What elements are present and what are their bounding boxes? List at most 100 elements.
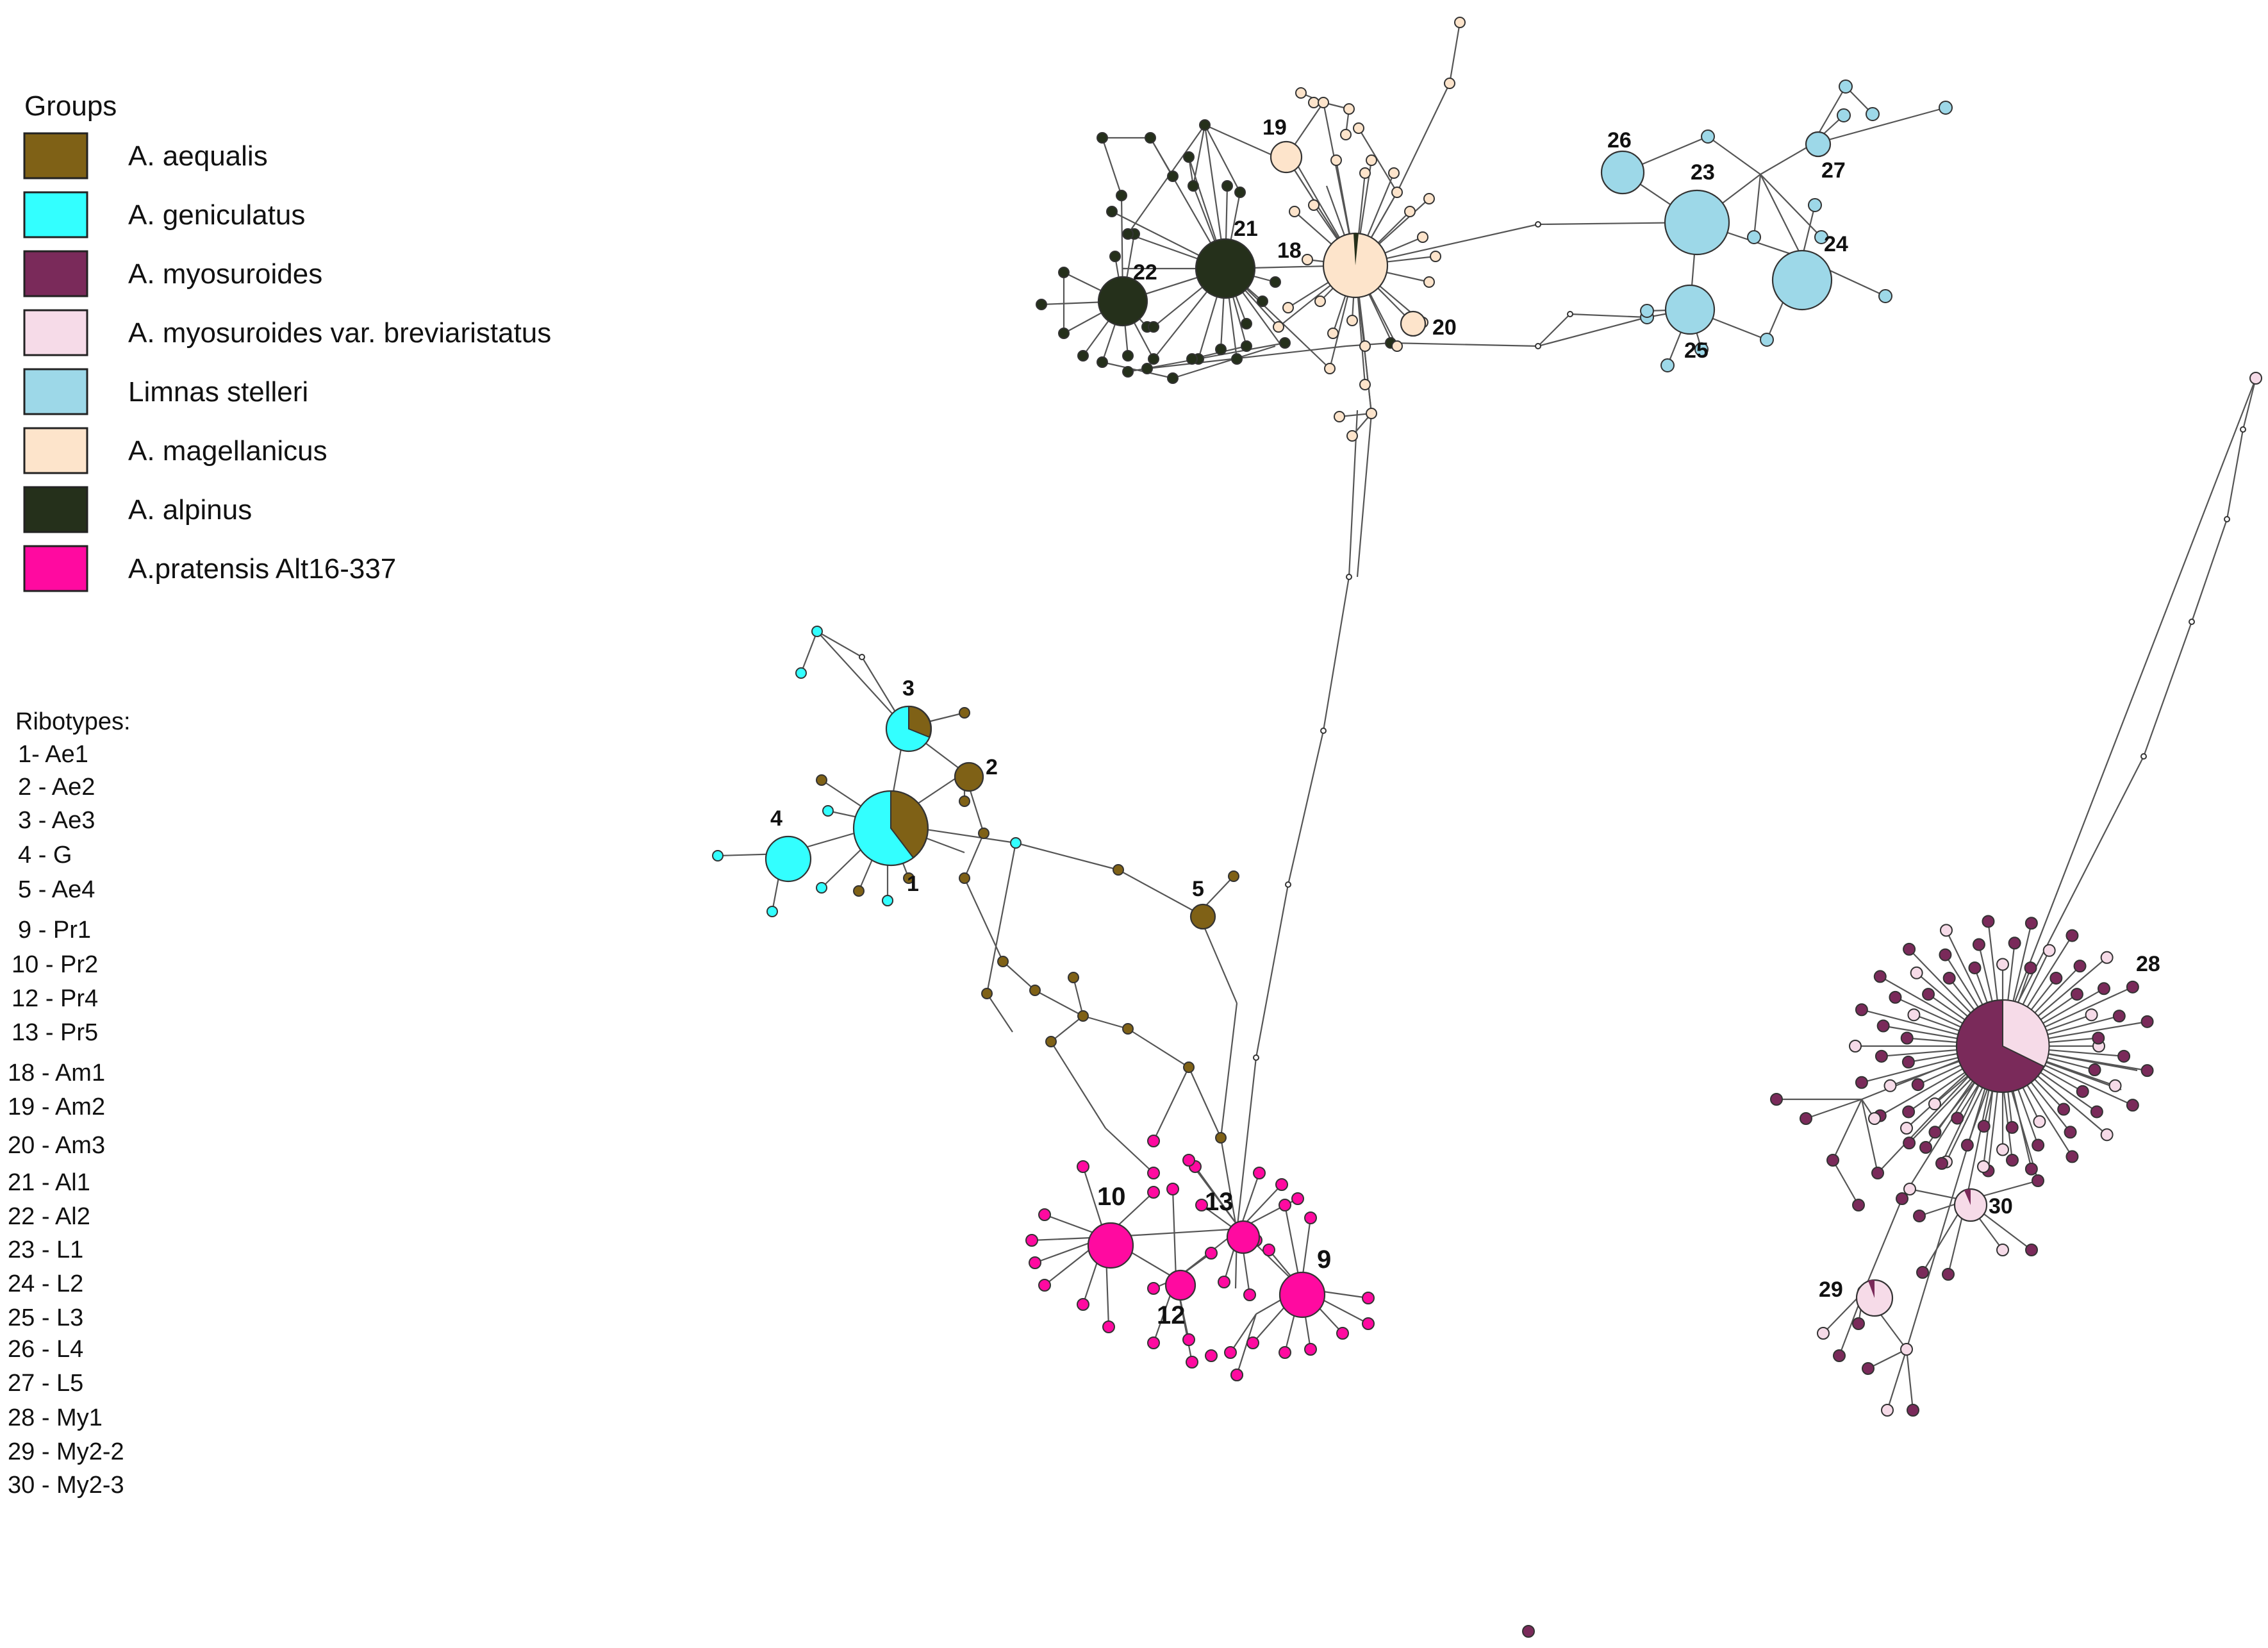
alpinus-node bbox=[1122, 350, 1134, 362]
myosuroides-node bbox=[1910, 966, 1923, 979]
pratensis-node bbox=[1147, 1336, 1160, 1349]
myosuroides-node bbox=[1855, 1076, 1868, 1089]
myosuroides-node bbox=[1996, 958, 2009, 971]
connector-node bbox=[1535, 343, 1541, 349]
label-node-12: 12 bbox=[1157, 1301, 1186, 1329]
myosuroides-node bbox=[2112, 1010, 2126, 1023]
ribotype-item: 19 - Am2 bbox=[8, 1094, 105, 1120]
ribotype-item: 27 - L5 bbox=[8, 1370, 83, 1397]
pratensis-node bbox=[1029, 1256, 1041, 1269]
connector-node bbox=[1285, 881, 1291, 888]
alpinus-node bbox=[1097, 132, 1108, 144]
myosuroides-node bbox=[1800, 1112, 1812, 1125]
myosuroides-node bbox=[1900, 1343, 1913, 1356]
myosuroides-node bbox=[2064, 1126, 2077, 1139]
alpinus-node bbox=[1279, 337, 1291, 349]
alpinus-node bbox=[1109, 251, 1121, 262]
myosuroides-node bbox=[1903, 1183, 1916, 1195]
geniculatus-node bbox=[882, 895, 893, 906]
myosuroides-node bbox=[1996, 1244, 2009, 1256]
magellanicus-node bbox=[1391, 340, 1403, 352]
myosuroides-node bbox=[1896, 1192, 1908, 1205]
label-node-10: 10 bbox=[1097, 1183, 1126, 1211]
pratensis-node bbox=[1147, 1135, 1160, 1147]
alpinus-node bbox=[1215, 344, 1227, 355]
pratensis-node bbox=[1038, 1208, 1051, 1221]
network-small-nodes bbox=[712, 17, 2262, 1638]
node-24 bbox=[1771, 249, 1833, 311]
label-node-29: 29 bbox=[1819, 1278, 1843, 1302]
legend-label-myosuroides: A. myosuroides bbox=[128, 258, 322, 290]
label-node-30: 30 bbox=[1989, 1194, 2013, 1219]
node-19 bbox=[1270, 140, 1303, 174]
node-23 bbox=[1664, 189, 1730, 256]
node-20 bbox=[1400, 310, 1427, 337]
myosuroides-node bbox=[2024, 961, 2037, 974]
alpinus-node bbox=[1145, 132, 1156, 144]
ribotype-item: 30 - My2-3 bbox=[8, 1472, 124, 1499]
ribotype-item: 1- Ae1 bbox=[18, 741, 88, 768]
aequalis-node bbox=[959, 795, 970, 807]
legend-swatch-aequalis bbox=[23, 132, 88, 179]
label-node-21: 21 bbox=[1234, 217, 1258, 241]
alpinus-node bbox=[1186, 353, 1198, 365]
aequalis-node bbox=[816, 774, 827, 786]
ribotype-item: 29 - My2-2 bbox=[8, 1438, 124, 1465]
connector-node bbox=[1253, 1054, 1259, 1061]
aequalis-node bbox=[997, 956, 1009, 967]
myosuroides-node bbox=[1855, 1003, 1868, 1017]
legend-label-limnas: Limnas stelleri bbox=[128, 376, 308, 408]
myosuroides-node bbox=[2006, 1154, 2019, 1167]
alpinus-node bbox=[1148, 321, 1159, 333]
aequalis-node bbox=[1029, 985, 1041, 996]
alpinus-node bbox=[1257, 295, 1268, 307]
pratensis-node bbox=[1186, 1356, 1198, 1369]
limnas-node bbox=[1866, 107, 1880, 121]
label-node-5: 5 bbox=[1192, 877, 1204, 901]
pratensis-node bbox=[1362, 1317, 1375, 1330]
ribotype-item: 24 - L2 bbox=[8, 1270, 83, 1297]
myosuroides-node bbox=[1907, 1008, 1921, 1022]
connector-node bbox=[2189, 619, 2195, 625]
node-13 bbox=[1226, 1220, 1261, 1254]
alpinus-node bbox=[1199, 119, 1211, 131]
myosuroides-node bbox=[1817, 1327, 1830, 1340]
label-node-22: 22 bbox=[1133, 260, 1157, 285]
geniculatus-node bbox=[766, 906, 778, 917]
alpinus-node bbox=[1058, 328, 1070, 339]
label-node-28: 28 bbox=[2136, 952, 2160, 976]
myosuroides-node bbox=[1960, 1138, 1974, 1152]
node-2 bbox=[954, 762, 984, 792]
node-9 bbox=[1279, 1271, 1326, 1319]
groups-legend: Groups A. aequalis A. geniculatus A. myo… bbox=[23, 90, 551, 592]
limnas-node bbox=[1814, 230, 1828, 244]
myosuroides-node bbox=[1919, 1141, 1932, 1154]
limnas-node bbox=[1701, 129, 1715, 144]
ribotype-item: 26 - L4 bbox=[8, 1336, 83, 1363]
alpinus-node bbox=[1058, 267, 1070, 278]
myosuroides-node bbox=[1833, 1349, 1846, 1362]
myosuroides-node bbox=[2032, 1138, 2045, 1152]
myosuroides-node bbox=[2033, 1115, 2046, 1128]
limnas-node bbox=[1837, 108, 1851, 122]
node-28-slice bbox=[2002, 999, 2050, 1068]
myosuroides-node bbox=[1868, 1112, 1881, 1125]
pratensis-node bbox=[1077, 1160, 1089, 1173]
aequalis-node bbox=[1077, 1010, 1089, 1022]
magellanicus-node bbox=[1330, 154, 1342, 166]
myosuroides-node bbox=[1972, 938, 1985, 951]
myosuroides-node bbox=[1913, 1210, 1926, 1222]
myosuroides-node bbox=[1928, 1097, 1941, 1111]
node-10 bbox=[1087, 1222, 1134, 1269]
myosuroides-node bbox=[2073, 960, 2087, 973]
ribotype-item: 23 - L1 bbox=[8, 1236, 83, 1263]
magellanicus-node bbox=[1404, 206, 1416, 217]
alpinus-node bbox=[1221, 180, 1233, 192]
myosuroides-node bbox=[1996, 1143, 2009, 1156]
limnas-node bbox=[1808, 198, 1822, 212]
myosuroides-node bbox=[2025, 1244, 2038, 1256]
myosuroides-node bbox=[2100, 1128, 2114, 1142]
connector-node bbox=[1535, 221, 1541, 228]
node-5 bbox=[1189, 903, 1216, 930]
ribotype-item: 4 - G bbox=[18, 842, 72, 869]
